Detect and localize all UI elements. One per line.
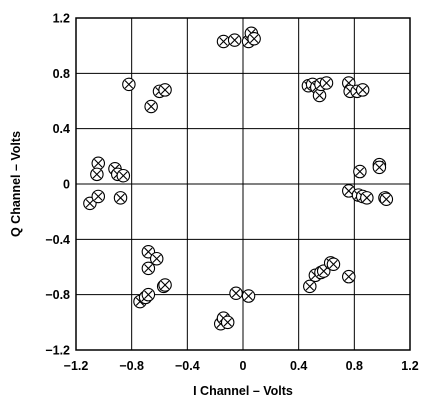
data-point	[355, 83, 370, 97]
data-point	[312, 88, 327, 103]
data-point	[342, 269, 356, 284]
data-point	[227, 33, 242, 47]
x-axis-tick-labels: −1.2 −0.8 −0.4 0 0.4 0.8 1.2	[64, 359, 419, 373]
y-axis-tick-labels: −1.2 −0.8 −0.4 0 0.4 0.8 1.2	[45, 12, 70, 358]
data-point	[360, 191, 374, 205]
data-point	[303, 279, 317, 294]
x-tick-label: 0	[240, 359, 247, 373]
y-tick-label: −1.2	[45, 344, 70, 358]
data-point	[91, 189, 106, 204]
y-tick-label: 0.8	[53, 67, 70, 81]
data-point	[90, 167, 104, 182]
data-point	[158, 278, 172, 292]
data-point	[353, 164, 367, 179]
x-axis-title: I Channel – Volts	[193, 384, 293, 398]
x-tick-label: 0.4	[290, 359, 307, 373]
y-tick-label: 0	[63, 178, 70, 192]
data-point	[326, 257, 341, 271]
data-point	[372, 160, 387, 175]
data-point	[216, 34, 231, 49]
data-point	[379, 192, 394, 206]
data-point	[122, 77, 136, 92]
y-tick-label: −0.8	[45, 288, 70, 302]
y-tick-label: −0.4	[45, 233, 70, 247]
data-point	[319, 76, 334, 90]
x-tick-label: −0.4	[175, 359, 200, 373]
plot-area-frame	[75, 17, 411, 351]
data-point	[91, 156, 106, 171]
data-point	[247, 31, 261, 46]
x-tick-label: 0.8	[346, 359, 363, 373]
data-point	[141, 261, 156, 276]
data-point	[149, 251, 164, 266]
y-tick-label: 0.4	[53, 122, 70, 136]
x-tick-label: −0.8	[119, 359, 144, 373]
data-point	[241, 289, 256, 303]
data-point	[144, 99, 158, 114]
data-point	[116, 168, 131, 183]
data-point	[113, 191, 128, 205]
y-axis-title: Q Channel – Volts	[9, 131, 23, 237]
data-points	[83, 26, 394, 331]
grid-lines	[76, 18, 410, 350]
data-point	[220, 315, 235, 330]
x-tick-label: 1.2	[401, 359, 418, 373]
data-point	[158, 83, 172, 97]
data-point	[229, 286, 243, 301]
data-point	[141, 287, 156, 302]
y-tick-label: 1.2	[53, 12, 70, 26]
x-tick-label: −1.2	[64, 359, 89, 373]
data-point	[342, 76, 356, 90]
